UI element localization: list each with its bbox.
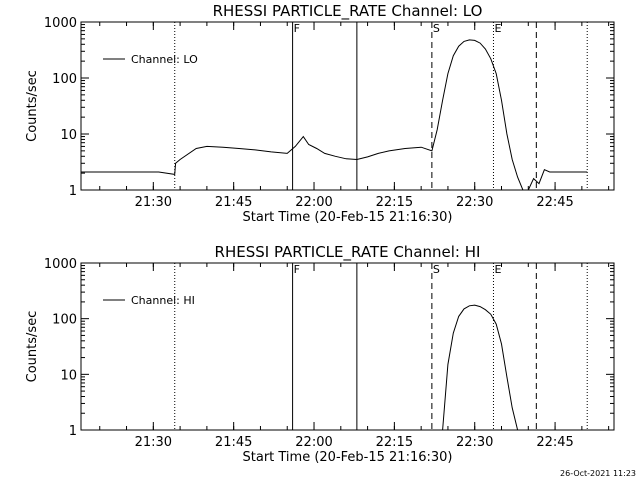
plot-frame-lo [80, 21, 615, 191]
x-tick-label-hi: 22:45 [536, 435, 573, 450]
y-tick-label-lo: 10 [60, 128, 77, 143]
x-tick-label-lo: 22:30 [456, 195, 493, 210]
y-tick-label-lo: 1 [69, 184, 77, 199]
series-line-lo-0 [81, 39, 588, 191]
x-tick-label-hi: 22:00 [295, 435, 332, 450]
x-tick-label-hi: 21:30 [135, 435, 172, 450]
footer-timestamp: 26-Oct-2021 11:23 [560, 469, 636, 478]
y-tick-label-hi: 1 [69, 424, 77, 439]
y-axis-label-lo: Counts/sec [25, 70, 40, 142]
x-tick-label-lo: 21:45 [215, 195, 252, 210]
x-tick-label-lo: 22:00 [295, 195, 332, 210]
y-tick-label-lo: 1000 [44, 16, 77, 31]
legend-label-lo: Channel: LO [131, 53, 198, 66]
series-line-hi-0 [442, 304, 519, 431]
x-tick-label-lo: 22:45 [536, 195, 573, 210]
y-tick-label-hi: 1000 [44, 257, 77, 272]
legend-label-hi: Channel: HI [131, 294, 195, 307]
y-tick-label-hi: 100 [52, 313, 77, 328]
x-tick-label-hi: 22:30 [456, 435, 493, 450]
event-marker-label-hi-3: S [433, 263, 440, 276]
x-axis-label-hi: Start Time (20-Feb-15 21:16:30) [243, 450, 453, 465]
y-axis-label-hi: Counts/sec [25, 311, 40, 383]
event-marker-label-lo-1: F [294, 22, 300, 35]
x-tick-label-hi: 21:45 [215, 435, 252, 450]
chart-title-lo: RHESSI PARTICLE_RATE Channel: LO [213, 2, 483, 21]
event-marker-label-hi-4: E [494, 263, 501, 276]
x-tick-label-hi: 22:15 [376, 435, 413, 450]
event-marker-label-lo-3: S [433, 22, 440, 35]
event-marker-label-lo-4: E [494, 22, 501, 35]
x-tick-label-lo: 21:30 [135, 195, 172, 210]
x-tick-label-lo: 22:15 [376, 195, 413, 210]
y-tick-label-lo: 100 [52, 72, 77, 87]
x-axis-label-lo: Start Time (20-Feb-15 21:16:30) [243, 210, 453, 225]
y-tick-label-hi: 10 [60, 368, 77, 383]
event-marker-label-hi-1: F [294, 263, 300, 276]
plot-frame-hi [80, 262, 615, 431]
chart-title-hi: RHESSI PARTICLE_RATE Channel: HI [215, 243, 481, 262]
